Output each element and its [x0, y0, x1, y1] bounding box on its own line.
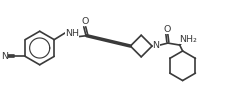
Text: N: N [152, 41, 160, 50]
Text: NH₂: NH₂ [180, 35, 198, 44]
Text: O: O [163, 25, 170, 34]
Text: N: N [1, 52, 8, 61]
Text: NH: NH [65, 29, 79, 38]
Text: O: O [81, 17, 88, 26]
